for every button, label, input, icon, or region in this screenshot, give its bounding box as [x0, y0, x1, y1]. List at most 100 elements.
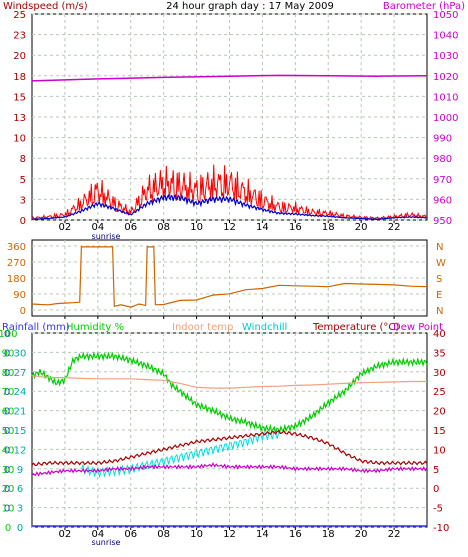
x-tick-label-top: 16: [289, 222, 302, 233]
dir-y-tick: 360: [7, 242, 26, 253]
dir-compass-tick: N: [436, 242, 443, 253]
legend-indoor: Indoor temp: [172, 322, 233, 333]
secondary-y-tick: 15: [14, 426, 27, 437]
humidity-y-tick: 40: [2, 445, 15, 456]
wind-y-tick: 0: [20, 216, 26, 227]
dir-y-tick: 0: [20, 306, 26, 317]
rain-y-tick: 0: [4, 368, 10, 379]
temp-y-tick: 30: [433, 368, 446, 379]
wind-y-tick: 25: [13, 10, 26, 21]
x-tick-label-bottom: 16: [289, 529, 302, 540]
direction-series: [31, 246, 428, 308]
dir-compass-tick: E: [436, 290, 442, 301]
temp-y-tick: 20: [433, 407, 446, 418]
x-tick-label-bottom: 12: [223, 529, 236, 540]
x-tick-label-top: 12: [223, 222, 236, 233]
secondary-y-tick: 12: [14, 445, 27, 456]
x-tick-label-top: 22: [388, 222, 401, 233]
legend-dewpoint: Dew Point: [393, 322, 443, 333]
rain-y-tick: 0: [4, 484, 10, 495]
sunrise-label-top: sunrise: [92, 232, 121, 241]
baro-y-tick: 1000: [433, 113, 458, 124]
legend-humidity: Humidity %: [66, 322, 124, 333]
x-tick-label-bottom: 06: [124, 529, 137, 540]
dir-compass-tick: S: [436, 274, 442, 285]
dir-y-tick: 180: [7, 274, 26, 285]
humidity-y-tick: 90: [2, 348, 15, 359]
humidity-y-tick: 50: [2, 426, 15, 437]
x-tick-label-bottom: 22: [388, 529, 401, 540]
dir-y-tick: 270: [7, 258, 26, 269]
x-tick-label-bottom: 18: [322, 529, 335, 540]
series-lines: [31, 74, 428, 527]
rain-y-tick: 0: [4, 445, 10, 456]
humidity-y-tick: 20: [2, 484, 15, 495]
baro-y-tick: 1020: [433, 72, 458, 83]
wind-y-tick: 20: [13, 51, 26, 62]
rain-y-tick: 0: [4, 465, 10, 476]
temp-y-tick: 5: [433, 465, 439, 476]
humidity-y-tick: 80: [2, 368, 15, 379]
windspeed-axis-label: Windspeed (m/s): [3, 1, 88, 12]
x-tick-label-bottom: 14: [256, 529, 269, 540]
secondary-y-tick: 24: [14, 387, 27, 398]
baro-y-tick: 1010: [433, 92, 458, 103]
x-tick-label-bottom: 20: [355, 529, 368, 540]
x-tick-label-top: 18: [322, 222, 335, 233]
x-tick-label-bottom: 08: [157, 529, 170, 540]
wind-y-tick: 13: [13, 113, 26, 124]
dir-compass-tick: N: [436, 306, 443, 317]
secondary-y-tick: 0: [17, 523, 23, 534]
temp-y-tick: 25: [433, 387, 446, 398]
temp-y-tick: -5: [433, 504, 443, 515]
wind-y-tick: 8: [20, 154, 26, 165]
x-tick-label-top: 14: [256, 222, 269, 233]
dir-y-tick: 90: [13, 290, 26, 301]
dewpoint-series: [31, 462, 428, 477]
wind-y-tick: 5: [20, 175, 26, 186]
baro-y-tick: 980: [433, 154, 452, 165]
sunrise-label-bottom: sunrise: [92, 538, 121, 547]
baro-y-tick: 960: [433, 195, 452, 206]
wind-y-tick: 23: [13, 31, 26, 42]
rain-y-tick: 0: [4, 504, 10, 515]
humidity-y-tick: 30: [2, 465, 15, 476]
temp-y-tick: 15: [433, 426, 446, 437]
x-tick-label-bottom: 02: [59, 529, 72, 540]
secondary-y-tick: 6: [17, 484, 23, 495]
temp-y-tick: -10: [433, 523, 449, 534]
temperature-series: [31, 429, 428, 467]
grid-lines: [32, 13, 427, 530]
secondary-y-tick: 21: [14, 407, 27, 418]
baro-y-tick: 970: [433, 175, 452, 186]
secondary-y-tick: 3: [17, 504, 23, 515]
wind-y-tick: 18: [13, 72, 26, 83]
indoor-temp-series: [31, 375, 427, 389]
x-tick-label-top: 06: [124, 222, 137, 233]
secondary-y-tick: 30: [14, 348, 27, 359]
humidity-series: [31, 351, 428, 435]
humidity-y-tick: 60: [2, 407, 15, 418]
wind-y-tick: 10: [13, 134, 26, 145]
legend-windchill: Windchill: [242, 322, 287, 333]
dir-compass-tick: W: [436, 258, 446, 269]
secondary-y-tick: 27: [14, 368, 27, 379]
temp-y-tick: 10: [433, 445, 446, 456]
legend-temperature: Temperature (°C): [312, 322, 399, 333]
temp-y-tick: 0: [433, 484, 439, 495]
legend-rainfall: Rainfall (mm): [2, 322, 70, 333]
x-tick-label-top: 10: [190, 222, 203, 233]
temp-y-tick: 35: [433, 348, 446, 359]
wind-y-tick: 3: [20, 195, 26, 206]
rain-y-tick: 0: [4, 426, 10, 437]
humidity-y-tick: 10: [2, 504, 15, 515]
baro-y-tick: 1030: [433, 51, 458, 62]
baro-y-tick: 950: [433, 216, 452, 227]
rain-y-tick: 0: [4, 407, 10, 418]
secondary-y-tick: 9: [17, 465, 23, 476]
humidity-y-tick: 70: [2, 387, 15, 398]
chart-title: 24 hour graph day : 17 May 2009: [166, 1, 334, 12]
humidity-y-tick: 0: [5, 523, 11, 534]
wind-y-tick: 15: [13, 92, 26, 103]
